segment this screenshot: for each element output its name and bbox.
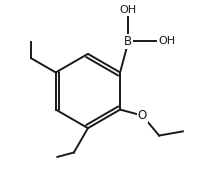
Text: OH: OH	[120, 5, 137, 15]
Text: B: B	[124, 35, 132, 48]
Text: O: O	[138, 109, 147, 122]
Text: OH: OH	[159, 36, 176, 46]
